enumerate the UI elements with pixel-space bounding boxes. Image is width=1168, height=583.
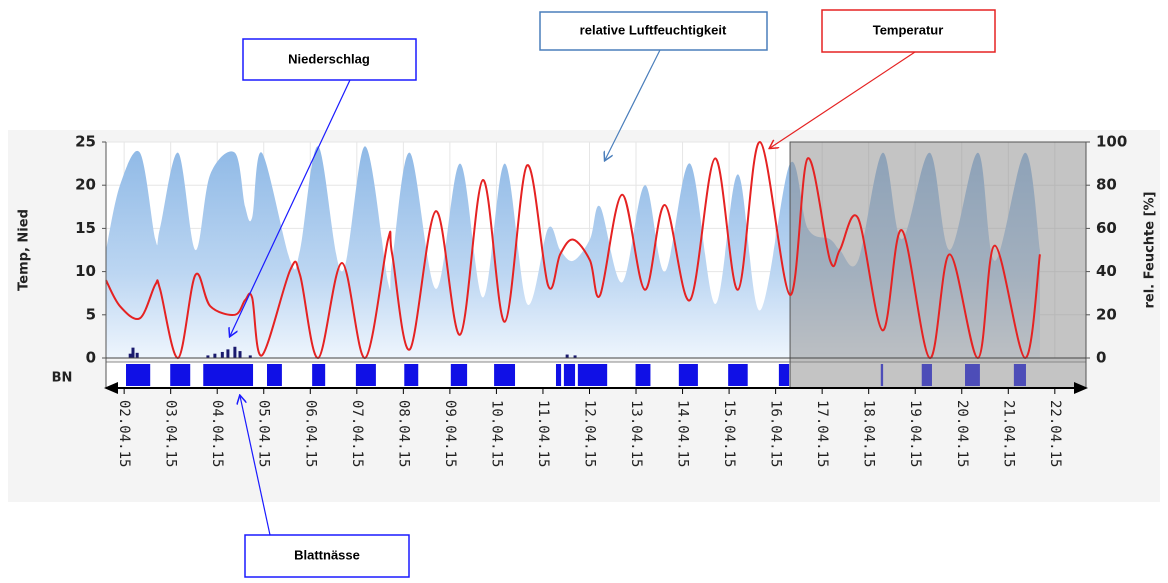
leaf-wetness-bar	[778, 364, 790, 386]
leaf-wetness-bar	[170, 364, 191, 386]
annotation-arrow	[230, 79, 351, 336]
x-tick-label: 15.04.15	[721, 400, 737, 467]
annotation-box	[821, 9, 996, 53]
precip-bar	[131, 347, 135, 358]
precip-bar	[238, 351, 242, 358]
y-tick-label: 25	[75, 133, 96, 151]
leaf-wetness-bar	[563, 364, 576, 386]
y-tick-label: 0	[86, 349, 96, 367]
precip-bar	[248, 355, 252, 358]
y2-tick-label: 20	[1096, 305, 1117, 323]
precip-bar	[128, 353, 132, 358]
leaf-wetness-bar	[494, 364, 516, 386]
x-tick-label: 08.04.15	[395, 400, 411, 467]
precip-bar	[206, 355, 210, 358]
temperature-line	[105, 140, 1041, 360]
y-tick-label: 20	[75, 176, 96, 194]
y2-tick-label: 80	[1096, 176, 1117, 194]
x-tick-label: 10.04.15	[488, 400, 504, 467]
annotation-arrow	[240, 396, 271, 536]
annotation-arrow	[605, 49, 661, 160]
x-tick-label: 11.04.15	[535, 400, 551, 467]
y2-tick-label: 60	[1096, 219, 1117, 237]
precip-bar	[220, 351, 224, 358]
x-tick-label: 18.04.15	[861, 400, 877, 467]
x-tick-label: 06.04.15	[302, 400, 318, 467]
x-tick-label: 14.04.15	[675, 400, 691, 467]
x-tick-label: 09.04.15	[442, 400, 458, 467]
x-tick-label: 07.04.15	[349, 400, 365, 467]
x-tick-label: 05.04.15	[256, 400, 272, 467]
precip-bar	[233, 346, 237, 358]
x-tick-label: 02.04.15	[116, 400, 132, 467]
annotation-text: Blattnässe	[294, 547, 360, 562]
x-tick-label: 20.04.15	[954, 400, 970, 467]
annotation-box	[539, 11, 768, 51]
annotation-box	[242, 38, 417, 81]
x-tick-label: 12.04.15	[581, 400, 597, 467]
precip-bar	[565, 354, 569, 358]
leaf-wetness-bar	[450, 364, 468, 386]
leaf-wetness-bar	[355, 364, 376, 386]
leaf-wetness-bar	[555, 364, 562, 386]
x-tick-label: 17.04.15	[814, 400, 830, 467]
annotation-arrow	[770, 51, 916, 148]
annotation-text: Niederschlag	[288, 51, 370, 66]
annotation-box	[244, 534, 410, 578]
y-tick-label: 10	[75, 262, 96, 280]
x-tick-label: 16.04.15	[768, 400, 784, 467]
x-tick-label: 19.04.15	[907, 400, 923, 467]
precip-bar	[573, 355, 577, 358]
x-tick-label: 22.04.15	[1047, 400, 1063, 467]
annotation-text: relative Luftfeuchtigkeit	[580, 22, 727, 37]
leaf-wetness-bar	[728, 364, 748, 386]
y2-tick-label: 40	[1096, 262, 1117, 280]
y-tick-label: 5	[86, 305, 96, 323]
shaded-region	[789, 141, 1087, 389]
leaf-wetness-bar	[404, 364, 419, 386]
y-tick-label: 15	[75, 219, 96, 237]
leaf-wetness-bar	[312, 364, 326, 386]
x-tick-label: 04.04.15	[209, 400, 225, 467]
x-tick-label: 21.04.15	[1000, 400, 1016, 467]
y-axis-label: Temp, Nied	[17, 209, 32, 291]
leaf-wetness-bar	[203, 364, 254, 386]
x-tick-label: 03.04.15	[163, 400, 179, 467]
y2-tick-label: 100	[1096, 133, 1127, 151]
precip-bar	[213, 353, 217, 358]
x-tick-label: 13.04.15	[628, 400, 644, 467]
leaf-wetness-bar	[126, 364, 151, 386]
precip-bar	[226, 349, 230, 358]
leaf-wetness-bar	[577, 364, 608, 386]
y2-axis-label: rel. Feuchte [%]	[1143, 192, 1158, 309]
strip-label: BN	[52, 371, 73, 386]
leaf-wetness-bar	[678, 364, 698, 386]
annotation-text: Temperatur	[873, 22, 944, 37]
leaf-wetness-bar	[267, 364, 282, 386]
y2-tick-label: 0	[1096, 349, 1106, 367]
leaf-wetness-bar	[635, 364, 651, 386]
precip-bar	[135, 352, 139, 358]
